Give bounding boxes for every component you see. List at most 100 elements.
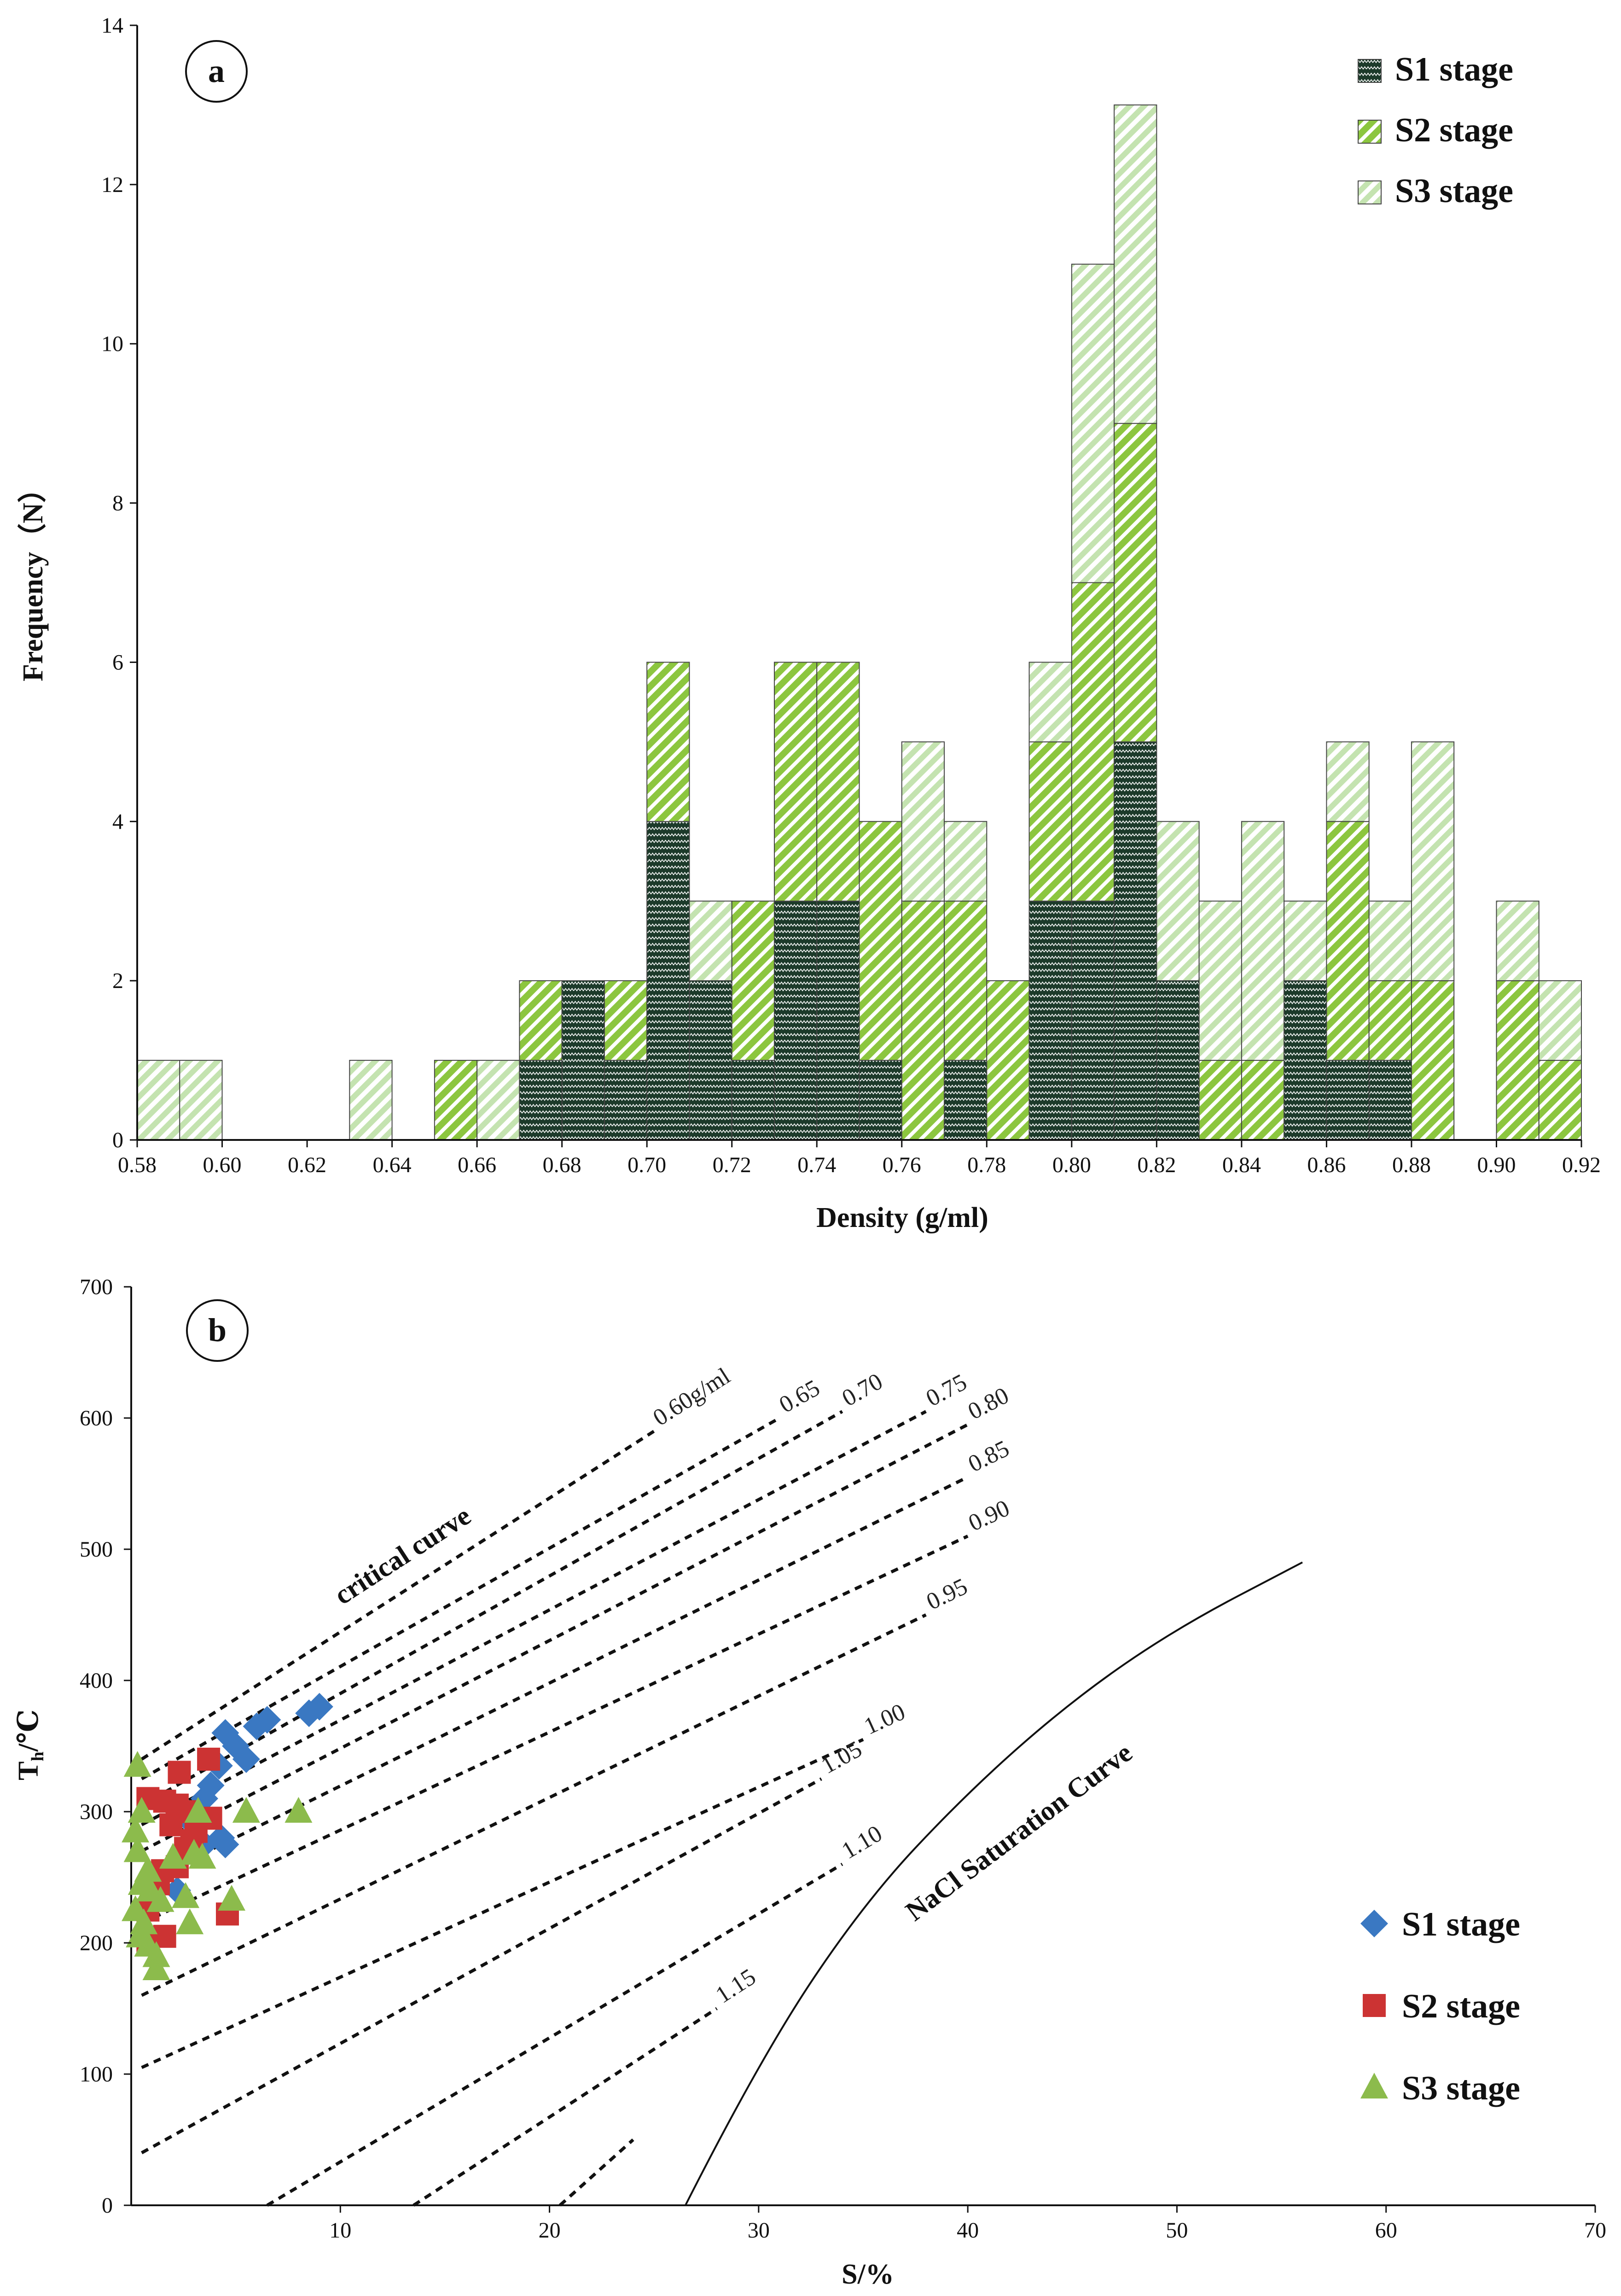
bar-s2-stage-0.76 — [901, 901, 945, 1140]
bar-s2-stage-0.84 — [1241, 1060, 1285, 1141]
bar-s3-stage-0.58 — [137, 1060, 180, 1141]
point-s3-stage — [122, 1816, 150, 1843]
isochore-line — [141, 1777, 822, 2155]
x-tick-label: 30 — [748, 2218, 770, 2243]
point-s3-stage — [142, 1941, 170, 1967]
panel-b-label: b — [208, 1312, 227, 1349]
isochore-label: 1.10 — [837, 1820, 887, 1864]
bar-s3-stage-0.91 — [1538, 980, 1582, 1061]
bar-s1-stage-0.81 — [1114, 741, 1157, 1141]
bar-s3-stage-0.86 — [1326, 741, 1370, 822]
x-tick-label: 0.58 — [118, 1153, 157, 1177]
bar-s1-stage-0.82 — [1156, 980, 1200, 1140]
bar-s2-stage-0.72 — [731, 901, 775, 1061]
point-s3-stage — [285, 1797, 313, 1823]
y-tick-label: 600 — [80, 1406, 113, 1430]
bar-s1-stage-0.70 — [646, 821, 690, 1141]
bar-s1-stage-0.69 — [604, 1060, 648, 1141]
x-tick-label: 0.78 — [967, 1153, 1006, 1177]
isochore-label: 1.00 — [860, 1699, 909, 1740]
bar-s2-stage-0.91 — [1538, 1060, 1582, 1141]
point-s3-stage — [146, 1886, 174, 1912]
bar-s2-stage-0.81 — [1114, 423, 1157, 743]
x-tick-label: 0.76 — [883, 1153, 921, 1177]
point-s1-stage — [232, 1745, 260, 1773]
bar-s3-stage-0.63 — [349, 1060, 393, 1141]
scatter-y-axis-title: Th/℃ — [13, 1709, 47, 1780]
isochore-label: 0.65 — [775, 1375, 824, 1418]
x-tick-label: 0.68 — [543, 1153, 581, 1177]
bar-s1-stage-0.79 — [1028, 901, 1072, 1140]
point-s1-stage — [211, 1831, 239, 1859]
bar-s2-stage-0.73 — [773, 662, 818, 902]
bar-s3-stage-0.82 — [1156, 821, 1200, 982]
bar-s3-stage-0.87 — [1368, 901, 1412, 982]
y-tick-label: 6 — [112, 650, 123, 674]
bar-s3-stage-0.90 — [1496, 901, 1540, 982]
y-tick-label: 700 — [80, 1275, 113, 1299]
x-tick-label: 70 — [1584, 2218, 1606, 2243]
isochore-line — [141, 1535, 969, 1925]
isochore-line — [141, 1410, 927, 1826]
bar-s3-stage-0.83 — [1198, 901, 1242, 1061]
x-tick-label: 0.82 — [1137, 1153, 1176, 1177]
x-tick-label: 0.66 — [458, 1153, 496, 1177]
isochore-lines: 0.60g/ml 0.65 0.70 0.750.80 0.85 0.90 0.95 1.00… — [140, 1363, 1014, 2207]
y-tick-label: 300 — [80, 1800, 113, 1824]
bar-s2-stage-0.90 — [1496, 980, 1540, 1140]
y-tick-label: 10 — [101, 332, 123, 356]
y-tick-label: 200 — [80, 1931, 113, 1955]
x-tick-label: 0.88 — [1392, 1153, 1431, 1177]
bar-s3-stage-0.88 — [1411, 741, 1455, 982]
y-title-main: T — [13, 1761, 44, 1780]
bar-s2-stage-0.77 — [944, 901, 988, 1061]
histogram-axes — [136, 25, 1581, 1141]
legend-marker — [1360, 1910, 1388, 1937]
bar-s2-stage-0.83 — [1198, 1060, 1242, 1141]
isochore-line — [140, 1430, 655, 1761]
x-tick-label: 0.70 — [627, 1153, 666, 1177]
point-s3-stage — [172, 1882, 200, 1908]
x-tick-label: 10 — [329, 2218, 351, 2243]
x-tick-label: 50 — [1166, 2218, 1188, 2243]
bar-s1-stage-0.68 — [561, 980, 605, 1140]
x-tick-label: 0.90 — [1477, 1153, 1516, 1177]
saturation-curve-label: NaCl Saturation Curve — [900, 1737, 1138, 1927]
x-tick-label: 0.86 — [1307, 1153, 1346, 1177]
point-s2-stage — [197, 1748, 221, 1771]
x-tick-label: 20 — [539, 2218, 561, 2243]
point-s3-stage — [184, 1797, 212, 1823]
y-tick-label: 12 — [101, 173, 123, 197]
x-tick-label: 0.92 — [1562, 1153, 1601, 1177]
legend-swatch — [1358, 120, 1382, 144]
y-title-subscript: h — [28, 1752, 47, 1761]
x-tick-label: 40 — [957, 2218, 979, 2243]
x-tick-label: 0.74 — [797, 1153, 836, 1177]
saturation-curve — [685, 1561, 1303, 2206]
y-tick-label: 0 — [112, 1128, 123, 1152]
scatter-x-axis-title: S/% — [842, 2259, 894, 2290]
bar-s2-stage-0.78 — [986, 980, 1030, 1140]
isochore-label: 0.80 — [964, 1383, 1013, 1425]
point-s2-stage — [168, 1761, 191, 1784]
x-tick-label: 0.64 — [373, 1153, 412, 1177]
point-s2-stage — [159, 1813, 183, 1837]
isochore-line — [140, 1416, 781, 1780]
bar-s1-stage-0.72 — [731, 1060, 775, 1141]
y-tick-label: 500 — [80, 1537, 113, 1562]
bar-s1-stage-0.77 — [944, 1060, 988, 1141]
bar-s3-stage-0.81 — [1114, 104, 1157, 424]
panel-b-badge: b — [186, 1299, 249, 1362]
y-tick-label: 2 — [112, 969, 123, 993]
isochore-line — [266, 1862, 843, 2207]
legend-label: S2 stage — [1402, 1988, 1520, 2025]
y-tick-label: 14 — [101, 13, 123, 38]
point-s3-stage — [232, 1797, 260, 1823]
bar-s1-stage-0.86 — [1326, 1060, 1370, 1141]
bar-s2-stage-0.88 — [1411, 980, 1455, 1140]
scatter-x-ticks: 10 20 30 40 50 60 70 — [329, 2205, 1606, 2243]
bar-s2-stage-0.86 — [1326, 821, 1370, 1061]
point-s1-stage — [211, 1719, 239, 1747]
legend-label: S3 stage — [1402, 2069, 1520, 2107]
